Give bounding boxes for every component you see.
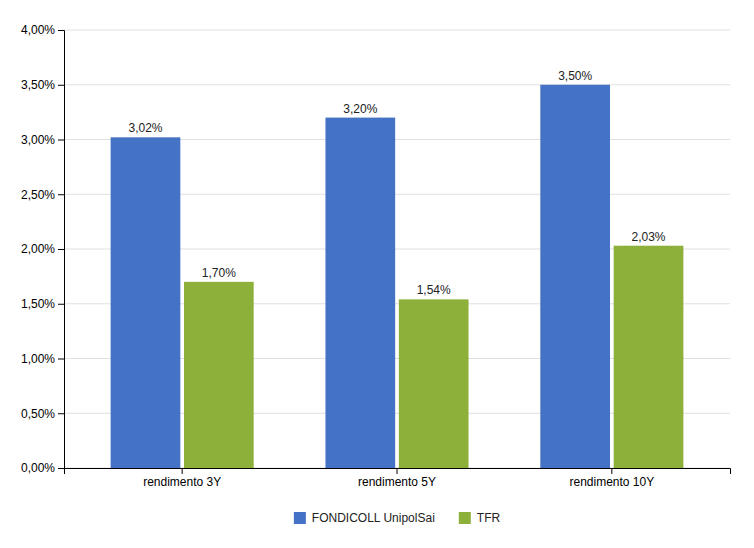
legend-item: FONDICOLL UnipolSai xyxy=(294,511,435,525)
tick-label: 3,50% xyxy=(21,78,55,92)
bars xyxy=(111,85,684,468)
tick: rendimento 5Y xyxy=(358,468,436,489)
tick-mark xyxy=(58,413,64,414)
tick-label: 1,50% xyxy=(21,297,55,311)
x-axis: rendimento 3Y rendimento 5Y rendimento 10Y xyxy=(65,468,731,489)
tick-mark xyxy=(58,30,64,31)
tick: 1,00% xyxy=(21,352,64,366)
tick-mark xyxy=(58,359,64,360)
tick-mark xyxy=(58,85,64,86)
tick-label: 4,00% xyxy=(21,23,55,37)
tick-mark xyxy=(58,249,64,250)
bar xyxy=(540,85,610,468)
tick-label: 3,00% xyxy=(21,133,55,147)
bar-series xyxy=(184,246,683,468)
tick-mark xyxy=(58,304,64,305)
legend: FONDICOLL UnipolSai TFR xyxy=(294,511,501,525)
tick: 2,00% xyxy=(21,242,64,256)
legend-item: TFR xyxy=(459,511,501,525)
tick: rendimento 10Y xyxy=(569,468,654,489)
legend-label: TFR xyxy=(477,511,501,525)
tick: rendimento 3Y xyxy=(143,468,221,489)
data-label: 1,54% xyxy=(417,283,451,297)
y-axis: 0,00% 0,50% 1,00% 1,50% 2,00% 2,50% 3,00% 3,50%… xyxy=(21,23,65,475)
plot: 3,02% 3,20% 3,50% 1,70% 1,54% 2,03% 0,00% 0,50%… xyxy=(21,23,731,488)
bar xyxy=(111,137,181,468)
tick: 4,00% xyxy=(21,23,64,37)
tick-label: rendimento 10Y xyxy=(569,475,654,489)
grid-line xyxy=(64,84,730,85)
tick: 0,00% xyxy=(21,461,64,475)
tick: 3,00% xyxy=(21,133,64,147)
tick-label: 0,50% xyxy=(21,407,55,421)
tick-mark xyxy=(182,468,183,474)
data-label: 3,50% xyxy=(558,69,592,83)
data-label: 3,20% xyxy=(343,102,377,116)
tick: 2,50% xyxy=(21,188,64,202)
tick-label: 0,00% xyxy=(21,461,55,475)
grid-line xyxy=(64,30,730,31)
bar xyxy=(325,118,395,468)
tick-mark xyxy=(58,194,64,195)
tick: 3,50% xyxy=(21,78,64,92)
tick: 1,50% xyxy=(21,297,64,311)
axis-line xyxy=(58,31,65,469)
tick-label: 1,00% xyxy=(21,352,55,366)
tick-label: 2,50% xyxy=(21,188,55,202)
chart: 3,02% 3,20% 3,50% 1,70% 1,54% 2,03% 0,00% 0,50%… xyxy=(0,0,754,548)
data-label: 2,03% xyxy=(632,230,666,244)
legend-swatch xyxy=(459,512,471,524)
tick-mark xyxy=(397,468,398,474)
data-label: 1,70% xyxy=(202,266,236,280)
legend-swatch xyxy=(294,512,306,524)
bar-series xyxy=(111,85,610,468)
tick-label: rendimento 5Y xyxy=(358,475,436,489)
data-label: 3,02% xyxy=(128,121,162,135)
tick-mark xyxy=(58,468,64,469)
bar xyxy=(614,246,684,468)
grid xyxy=(64,30,730,468)
tick-label: 2,00% xyxy=(21,242,55,256)
bar xyxy=(399,299,469,468)
tick-mark xyxy=(58,140,64,141)
bar xyxy=(184,282,254,468)
tick-label: rendimento 3Y xyxy=(143,475,221,489)
data-labels: 3,02% 3,20% 3,50% 1,70% 1,54% 2,03% xyxy=(128,69,665,298)
legend-label: FONDICOLL UnipolSai xyxy=(312,511,435,525)
tick-mark xyxy=(611,468,612,474)
tick: 0,50% xyxy=(21,407,64,421)
axis-line xyxy=(65,469,731,475)
